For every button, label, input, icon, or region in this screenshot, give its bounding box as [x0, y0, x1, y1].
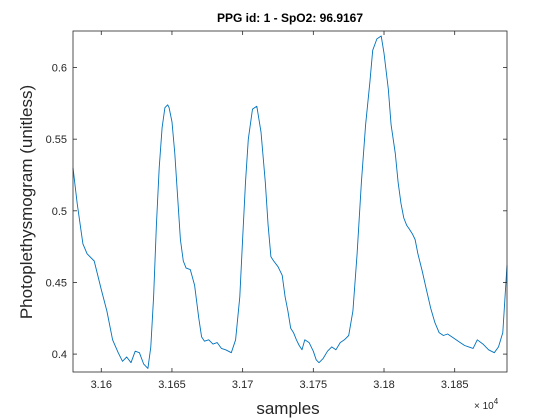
- y-tick-label-1: 0.45: [46, 277, 67, 289]
- x-tick-label-1: 3.165: [158, 379, 186, 391]
- ticks-layer: 3.16 3.165 3.17 3.175 3.18 3.185 0.4 0.45 0.5 0.5…: [46, 31, 507, 391]
- series-line-0: [72, 35, 508, 369]
- y-tick-label-0: 0.4: [52, 349, 67, 361]
- chart-title: PPG id: 1 - SpO2: 96.9167: [217, 11, 363, 25]
- y-axis-label: Photoplethysmogram (unitless): [17, 85, 36, 319]
- x-exponent-label: × 104: [474, 397, 499, 412]
- y-tick-label-2: 0.5: [52, 206, 67, 218]
- x-exponent-base: × 10: [474, 401, 494, 412]
- y-tick-label-3: 0.55: [46, 134, 67, 146]
- x-exponent-power: 4: [494, 397, 499, 406]
- plot-frame: [72, 30, 508, 373]
- series-line-layer: [72, 35, 508, 369]
- x-tick-label-0: 3.16: [91, 379, 112, 391]
- x-tick-label-2: 3.17: [232, 379, 253, 391]
- x-axis-label: samples: [256, 399, 319, 418]
- x-tick-label-4: 3.18: [373, 379, 394, 391]
- x-tick-label-5: 3.185: [441, 379, 469, 391]
- x-tick-label-3: 3.175: [300, 379, 328, 391]
- y-tick-label-4: 0.6: [52, 63, 67, 75]
- plot-area: [73, 31, 507, 372]
